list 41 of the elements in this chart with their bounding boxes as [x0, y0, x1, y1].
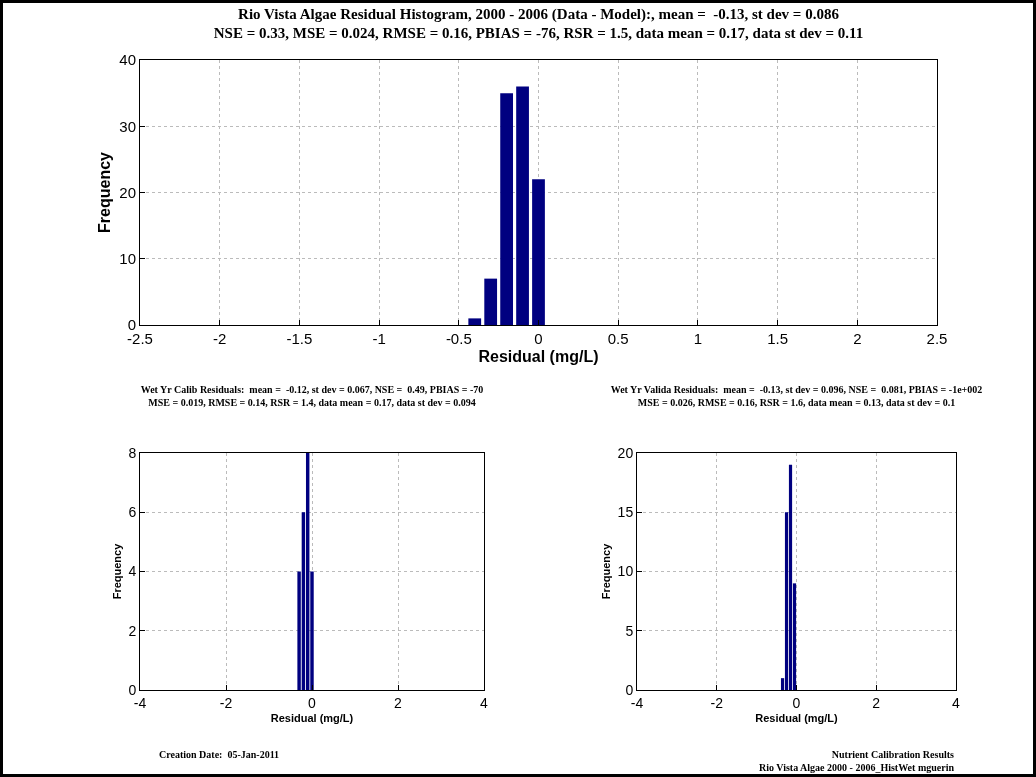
text: Nutrient Calibration Results Rio Vista Algae 2000 - 2006_HistWet mguerin	[759, 749, 955, 773]
x-tick-label: -2	[710, 694, 724, 711]
y-axis-title: Frequency	[600, 542, 613, 600]
x-tick-label: -0.5	[445, 330, 472, 347]
y-tick-label: 4	[128, 563, 137, 580]
chart-title: Rio Vista Algae Residual Histogram, 2000 - 2006 (Data - Model):, mean = -0.13, st dev = 0.086 NSE = 0.33, MSE = 0.024, RMSE = 0.16, PBIAS = -76, RSR = 1.5, data mean = 0.17, data st dev = 0.11	[213, 5, 864, 42]
y-tick-label: 2	[128, 622, 137, 639]
x-tick-label: -1	[372, 330, 386, 347]
x-tick-label: -2	[219, 694, 233, 711]
x-tick-label: 4	[952, 694, 961, 711]
x-tick-label: 0	[792, 694, 801, 711]
y-tick-label: 20	[617, 444, 634, 461]
y-tick-label: 5	[625, 622, 634, 639]
x-tick-label: 2	[394, 694, 403, 711]
x-axis-title: Residual (mg/L)	[755, 712, 839, 724]
x-tick-label: 2.5	[926, 330, 948, 347]
y-tick-label: 40	[119, 51, 136, 69]
y-tick-label: 8	[128, 444, 137, 461]
x-tick-label: 0	[308, 694, 317, 711]
y-axis-title: Frequency	[111, 542, 124, 600]
x-tick-label: 2	[853, 330, 862, 347]
x-axis-title: Residual (mg/L)	[270, 712, 354, 724]
y-tick-label: 6	[128, 504, 137, 521]
y-axis-title: Frequency	[96, 151, 114, 233]
x-tick-label: 0.5	[607, 330, 629, 347]
chart-title: Wet Yr Valida Residuals: mean = -0.13, st dev = 0.096, NSE = 0.081, PBIAS = -1e+002 MSE = 0.026, RMSE = 0.16, RSR = 1.6, data mean = 0.13, data st dev = 0.1	[610, 383, 983, 408]
x-tick-label: 4	[480, 694, 489, 711]
y-tick-label: 10	[119, 250, 136, 267]
x-tick-label: 1.5	[767, 330, 789, 347]
chart-title: Wet Yr Calib Residuals: mean = -0.12, st dev = 0.067, NSE = 0.49, PBIAS = -70 MSE = 0.019, RMSE = 0.14, RSR = 1.4, data mean = 0.17, data st dev = 0.094	[140, 383, 484, 408]
y-tick-label: 20	[119, 183, 136, 201]
x-tick-label: -1.5	[286, 330, 313, 347]
x-tick-label: -2	[213, 330, 227, 347]
x-tick-label: 1	[693, 330, 703, 347]
text: Creation Date: 05-Jan-2011	[159, 749, 280, 760]
y-tick-label: 30	[119, 117, 136, 135]
y-tick-label: 15	[617, 504, 634, 521]
y-tick-label: 10	[617, 563, 634, 580]
x-tick-label: 0	[534, 330, 543, 347]
x-tick-label: 2	[872, 694, 881, 711]
x-axis-title: Residual (mg/L)	[478, 347, 599, 365]
